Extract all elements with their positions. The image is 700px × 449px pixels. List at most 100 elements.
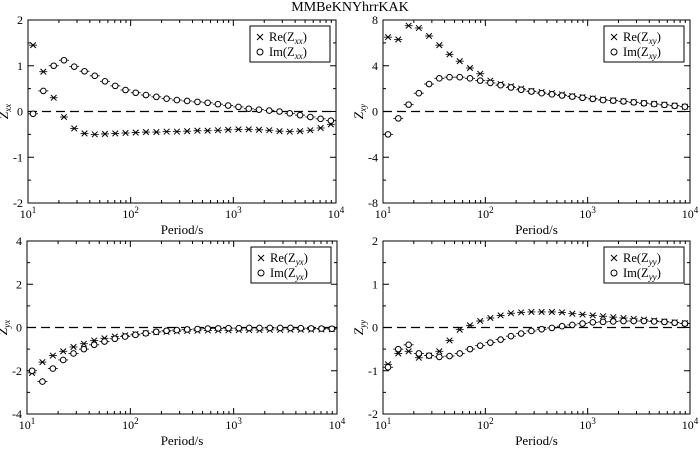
x-axis-label: Period/s <box>515 222 558 237</box>
data-point-im <box>274 108 285 115</box>
y-tick-label: 1 <box>372 277 378 291</box>
marker-circle <box>466 345 474 353</box>
y-axis-label: Zyx <box>0 320 12 335</box>
marker-circle <box>70 63 78 70</box>
data-point-im <box>434 75 445 82</box>
y-tick-label: 4 <box>372 59 378 73</box>
data-point-re <box>568 310 577 317</box>
data-point-re <box>49 94 58 101</box>
data-point-re <box>445 337 454 344</box>
marker-circle <box>446 73 453 81</box>
marker-circle <box>620 317 627 325</box>
y-axis-label: Zxy <box>351 104 368 119</box>
data-point-im <box>78 345 89 353</box>
legend-box <box>250 246 332 284</box>
marker-circle <box>589 319 597 326</box>
data-point-re <box>425 32 434 40</box>
marker-circle <box>599 96 607 104</box>
marker-circle <box>101 338 108 345</box>
marker-circle <box>91 72 99 80</box>
legend-label: Im(Zxy) <box>623 45 661 61</box>
data-point-im <box>659 318 670 326</box>
data-point-im <box>434 353 445 361</box>
marker-circle <box>255 106 263 113</box>
data-point-re <box>527 308 536 316</box>
x-axis-label: Period/s <box>515 433 558 448</box>
data-point-im <box>306 325 317 332</box>
legend: Re(Zyy)Im(Zyy) <box>603 246 685 284</box>
data-point-im <box>202 325 213 332</box>
marker-circle <box>163 327 170 335</box>
marker-circle <box>671 102 678 110</box>
data-point-re <box>394 36 403 43</box>
data-point-re <box>29 42 38 49</box>
marker-circle <box>569 321 576 329</box>
marker-circle <box>384 363 392 371</box>
chart-panel-bottom-left: 101 102 103 104 -4 -2 0 2 4 Period/s Zyx Re(Zyx)Im(… <box>0 234 346 448</box>
legend: Re(Zyx)Im(Zyx) <box>250 246 332 284</box>
marker-circle <box>296 111 304 119</box>
y-tick-label: -1 <box>368 364 378 378</box>
data-point-im <box>315 115 326 123</box>
data-point-im <box>393 345 404 353</box>
marker-circle <box>528 88 535 95</box>
data-point-re <box>476 70 485 77</box>
legend-marker-im <box>610 269 618 277</box>
data-point-im <box>275 324 286 332</box>
legend-marker-im <box>257 269 265 277</box>
y-tick-label: -1 <box>13 150 23 164</box>
x-tick-label: 101 <box>375 205 392 221</box>
data-point-im <box>171 96 182 104</box>
marker-circle <box>101 78 109 85</box>
marker-circle <box>80 345 88 353</box>
data-point-im <box>264 324 275 332</box>
data-point-im <box>669 319 680 327</box>
data-point-im <box>130 89 141 97</box>
data-point-im <box>233 324 244 332</box>
data-point-im <box>233 103 244 111</box>
data-point-im <box>557 92 568 99</box>
data-point-re <box>172 128 181 135</box>
marker-circle <box>81 67 88 75</box>
data-point-re <box>506 310 515 317</box>
data-point-im <box>58 356 69 364</box>
data-point-re <box>183 128 192 135</box>
data-point-im <box>505 332 516 340</box>
data-point-im <box>587 319 598 326</box>
data-point-im <box>608 97 619 104</box>
panels-group: 101102103104-2-1012Period/sZxxRe(Zxx)Im(… <box>0 13 699 448</box>
marker-circle <box>214 325 222 332</box>
marker-circle <box>204 99 211 107</box>
data-point-im <box>89 341 100 349</box>
data-point-im <box>403 341 414 349</box>
data-point-im <box>223 324 234 332</box>
marker-circle <box>276 324 284 332</box>
data-point-re <box>80 130 89 137</box>
data-point-im <box>618 98 629 105</box>
data-point-re <box>90 131 99 138</box>
data-point-im <box>454 73 465 81</box>
legend: Re(Zxx)Im(Zxx) <box>249 25 331 63</box>
marker-circle <box>142 330 150 337</box>
data-point-im <box>284 110 295 117</box>
data-point-im <box>110 82 121 90</box>
marker-circle <box>456 73 464 81</box>
legend-marker-im <box>256 48 264 56</box>
y-tick-label: 8 <box>372 13 378 27</box>
marker-circle <box>436 75 443 82</box>
data-point-re <box>588 312 597 319</box>
data-point-im <box>393 115 404 122</box>
marker-circle <box>650 100 658 108</box>
data-point-re <box>476 317 485 325</box>
data-point-re <box>465 322 474 329</box>
data-point-im <box>182 326 193 333</box>
legend-box <box>603 25 685 63</box>
legend-label: Im(Zyx) <box>270 266 308 282</box>
x-tick-label: 103 <box>579 205 596 221</box>
data-point-im <box>526 88 537 95</box>
legend-box <box>603 246 685 284</box>
data-point-im <box>618 317 629 325</box>
data-point-re <box>578 311 587 318</box>
marker-circle <box>287 324 294 332</box>
legend-label: Im(Zxx) <box>269 45 307 61</box>
